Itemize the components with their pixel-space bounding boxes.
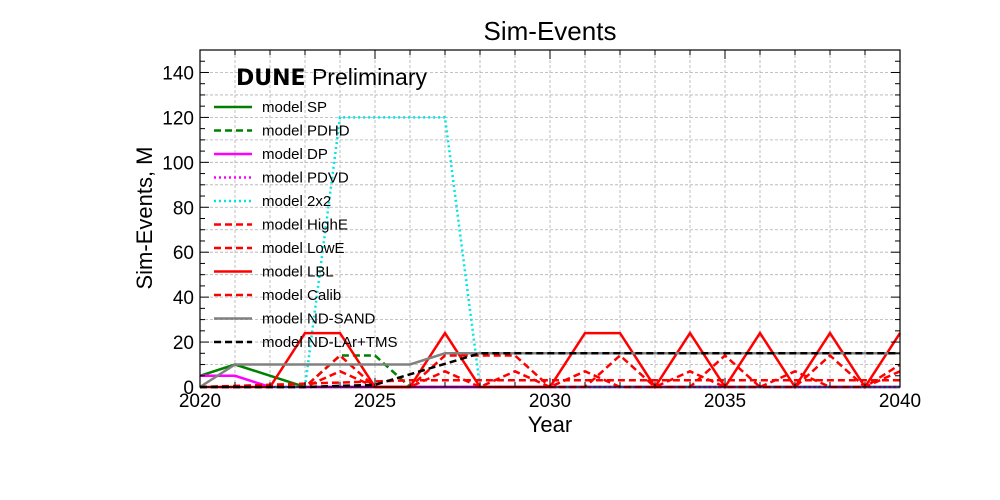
legend-label-8: model Calib (262, 287, 341, 304)
x-tick-label: 2040 (879, 391, 921, 412)
legend-label-6: model LowE (262, 240, 345, 257)
legend-label-9: model ND-SAND (262, 311, 376, 328)
legend-label-3: model PDVD (262, 170, 349, 187)
legend-label-1: model PDHD (262, 123, 350, 140)
x-tick-label: 2030 (529, 391, 571, 412)
legend-label-4: model 2x2 (262, 193, 331, 210)
legend-label-5: model HighE (262, 217, 348, 234)
dune-logo-text: DUNE (236, 66, 306, 91)
y-tick-label: 0 (183, 378, 194, 399)
legend-label-2: model DP (262, 146, 328, 163)
y-tick-label: 80 (173, 198, 194, 219)
dune-preliminary-annotation: DUNE Preliminary (236, 64, 427, 91)
preliminary-text: Preliminary (306, 64, 428, 90)
x-tick-label: 2035 (704, 391, 746, 412)
y-tick-label: 40 (173, 288, 194, 309)
chart-title: Sim-Events (484, 16, 617, 46)
y-tick-label: 20 (173, 333, 194, 354)
y-axis-label: Sim-Events, M (132, 146, 157, 289)
y-tick-label: 120 (162, 108, 194, 129)
legend: model SP model PDHD model DP model PDVD mode… (214, 99, 397, 351)
y-tick-label: 100 (162, 153, 194, 174)
series-line-1 (200, 354, 900, 389)
x-tick-label: 2020 (179, 391, 221, 412)
legend-label-0: model SP (262, 99, 327, 116)
x-tick-label: 2025 (354, 391, 396, 412)
legend-label-10: model ND-LAr+TMS (262, 334, 397, 351)
y-tick-label: 140 (162, 63, 194, 84)
legend-label-7: model LBL (262, 264, 334, 281)
x-axis-label: Year (528, 412, 572, 437)
y-tick-label: 60 (173, 243, 194, 264)
